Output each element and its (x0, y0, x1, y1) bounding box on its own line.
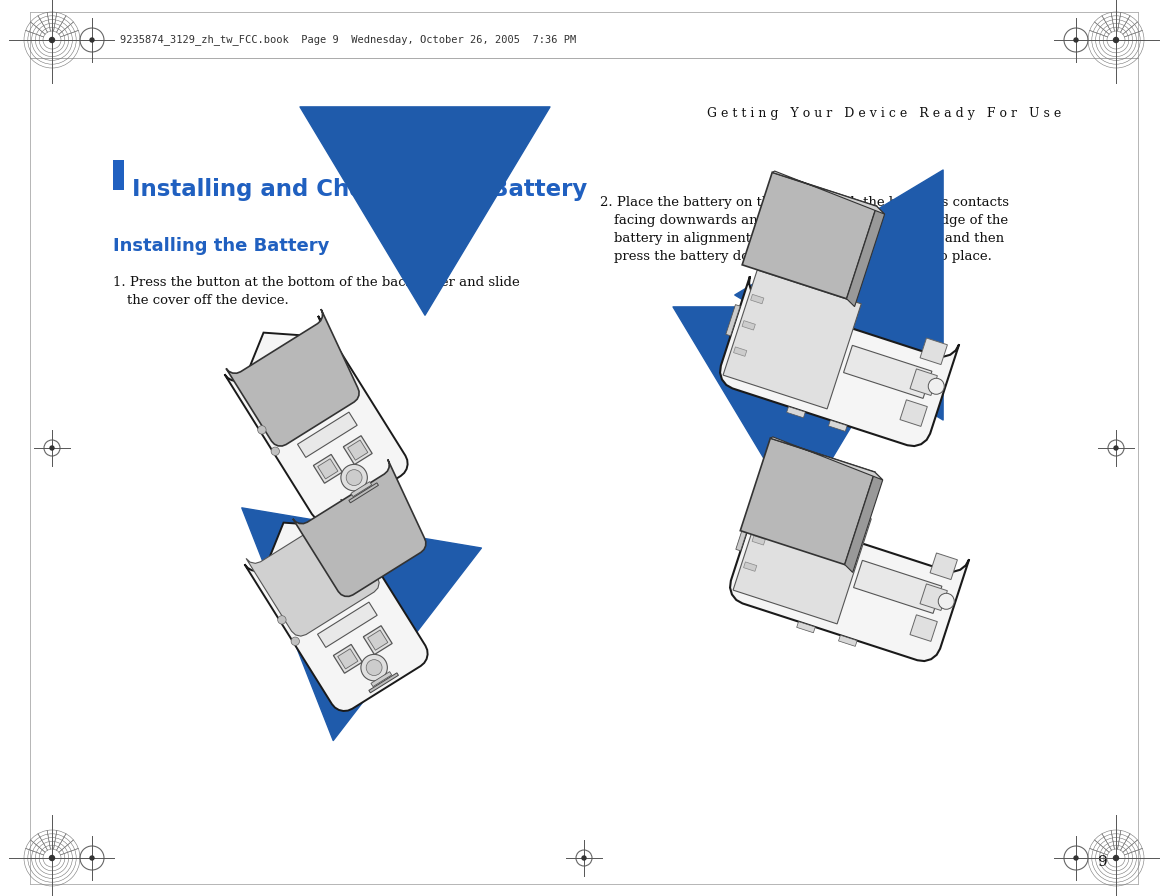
Circle shape (938, 593, 954, 609)
Polygon shape (730, 491, 969, 661)
Polygon shape (338, 649, 357, 669)
Polygon shape (844, 472, 883, 573)
Polygon shape (910, 369, 938, 395)
Polygon shape (847, 206, 884, 306)
Polygon shape (725, 305, 741, 336)
Circle shape (50, 446, 54, 450)
Polygon shape (298, 412, 357, 458)
Circle shape (1075, 856, 1078, 860)
Polygon shape (227, 309, 359, 446)
Polygon shape (224, 316, 408, 521)
Polygon shape (369, 673, 398, 693)
Polygon shape (363, 625, 392, 655)
Circle shape (271, 447, 279, 455)
Polygon shape (751, 295, 764, 304)
Polygon shape (742, 172, 877, 298)
Polygon shape (348, 440, 368, 461)
Polygon shape (350, 482, 371, 496)
Text: Installing the Battery: Installing the Battery (113, 237, 329, 255)
Polygon shape (901, 400, 927, 426)
Circle shape (1075, 38, 1078, 42)
Text: the cover off the device.: the cover off the device. (127, 294, 288, 307)
Polygon shape (760, 509, 774, 519)
Text: 1. Press the button at the bottom of the back cover and slide: 1. Press the button at the bottom of the… (113, 276, 520, 289)
Polygon shape (920, 338, 947, 365)
Polygon shape (828, 420, 847, 431)
Circle shape (929, 378, 944, 394)
Polygon shape (920, 584, 947, 610)
Polygon shape (349, 483, 378, 503)
Polygon shape (741, 438, 875, 564)
Text: facing downwards and the tooth on the bottom edge of the: facing downwards and the tooth on the bo… (614, 214, 1008, 227)
Text: G e t t i n g   Y o u r   D e v i c e   R e a d y   F o r   U s e: G e t t i n g Y o u r D e v i c e R e a … (707, 107, 1061, 119)
Polygon shape (744, 562, 757, 572)
Polygon shape (771, 437, 883, 480)
Circle shape (582, 856, 586, 860)
Text: 9235874_3129_zh_tw_FCC.book  Page 9  Wednesday, October 26, 2005  7:36 PM: 9235874_3129_zh_tw_FCC.book Page 9 Wedne… (120, 35, 576, 46)
Circle shape (367, 659, 382, 676)
Polygon shape (736, 520, 750, 551)
Polygon shape (839, 635, 857, 646)
Polygon shape (318, 459, 338, 479)
Bar (113, 160, 124, 190)
Polygon shape (313, 454, 342, 483)
Circle shape (1113, 38, 1119, 42)
Polygon shape (772, 171, 884, 214)
Polygon shape (293, 460, 426, 597)
Text: 9: 9 (1098, 855, 1108, 869)
Polygon shape (244, 506, 427, 711)
Polygon shape (318, 602, 377, 648)
Circle shape (341, 464, 368, 491)
Circle shape (49, 856, 55, 860)
Polygon shape (333, 644, 362, 673)
Polygon shape (734, 485, 871, 624)
Circle shape (1114, 446, 1118, 450)
Polygon shape (371, 672, 391, 686)
Circle shape (278, 616, 286, 625)
Circle shape (291, 637, 299, 645)
Polygon shape (854, 560, 941, 614)
Circle shape (49, 38, 55, 42)
Circle shape (258, 426, 266, 434)
Text: press the battery down gently to click it back into place.: press the battery down gently to click i… (614, 250, 992, 263)
Polygon shape (723, 270, 861, 409)
Polygon shape (787, 407, 805, 418)
Polygon shape (734, 347, 746, 357)
Text: Installing and Charging the Battery: Installing and Charging the Battery (132, 178, 588, 201)
Circle shape (90, 38, 93, 42)
Polygon shape (843, 345, 932, 399)
Polygon shape (797, 622, 815, 633)
Polygon shape (910, 615, 938, 642)
Text: battery in alignment with the hole on the device, and then: battery in alignment with the hole on th… (614, 232, 1004, 245)
Polygon shape (368, 630, 388, 650)
Polygon shape (719, 276, 959, 446)
Circle shape (90, 856, 93, 860)
Circle shape (1113, 856, 1119, 860)
Circle shape (346, 470, 362, 486)
Polygon shape (246, 499, 380, 636)
Polygon shape (742, 321, 756, 330)
Polygon shape (343, 435, 373, 464)
Polygon shape (930, 553, 958, 580)
Polygon shape (752, 536, 765, 545)
Circle shape (361, 654, 388, 681)
Text: 2. Place the battery on the device with the battery’s contacts: 2. Place the battery on the device with … (600, 196, 1009, 209)
